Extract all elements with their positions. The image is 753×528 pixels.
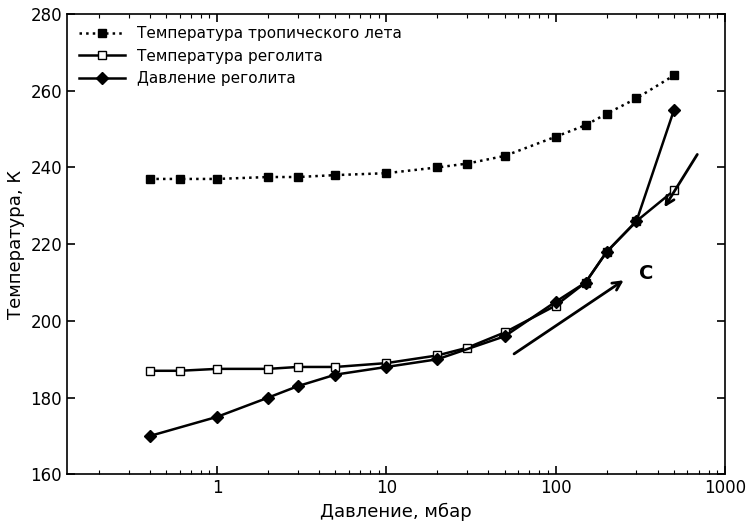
- Температура реголита: [382, 360, 391, 366]
- Давление реголита: [212, 413, 221, 420]
- Text: С: С: [639, 263, 654, 282]
- Температура тропического лета: [175, 176, 184, 182]
- Температура реголита: [581, 279, 590, 286]
- Температура реголита: [175, 367, 184, 374]
- Температура реголита: [632, 218, 641, 224]
- Line: Температура реголита: Температура реголита: [145, 186, 678, 375]
- Температура реголита: [264, 366, 273, 372]
- Line: Температура тропического лета: Температура тропического лета: [145, 71, 678, 183]
- Температура тропического лета: [264, 174, 273, 180]
- X-axis label: Давление, мбар: Давление, мбар: [320, 503, 472, 521]
- Температура тропического лета: [632, 95, 641, 101]
- Температура тропического лета: [462, 161, 471, 167]
- Legend: Температура тропического лета, Температура реголита, Давление реголита: Температура тропического лета, Температу…: [75, 22, 407, 91]
- Температура тропического лета: [669, 72, 678, 79]
- Давление реголита: [331, 372, 340, 378]
- Температура реголита: [212, 366, 221, 372]
- Температура реголита: [294, 364, 303, 370]
- Температура тропического лета: [145, 176, 154, 182]
- Давление реголита: [551, 298, 560, 305]
- Температура реголита: [331, 364, 340, 370]
- Давление реголита: [264, 394, 273, 401]
- Давление реголита: [632, 218, 641, 224]
- Давление реголита: [294, 383, 303, 389]
- Температура реголита: [602, 249, 611, 255]
- Температура тропического лета: [382, 170, 391, 176]
- Температура тропического лета: [433, 164, 442, 171]
- Line: Давление реголита: Давление реголита: [145, 106, 678, 440]
- Температура тропического лета: [331, 172, 340, 178]
- Температура тропического лета: [294, 174, 303, 180]
- Температура тропического лета: [212, 176, 221, 182]
- Давление реголита: [669, 107, 678, 113]
- Давление реголита: [500, 333, 509, 340]
- Температура реголита: [669, 187, 678, 194]
- Температура тропического лета: [602, 110, 611, 117]
- Температура реголита: [433, 352, 442, 359]
- Температура реголита: [551, 303, 560, 309]
- Давление реголита: [382, 364, 391, 370]
- Температура тропического лета: [581, 122, 590, 128]
- Температура реголита: [145, 367, 154, 374]
- Температура реголита: [500, 329, 509, 336]
- Температура тропического лета: [500, 153, 509, 159]
- Y-axis label: Температура, К: Температура, К: [7, 169, 25, 319]
- Давление реголита: [433, 356, 442, 362]
- Температура тропического лета: [551, 134, 560, 140]
- Давление реголита: [145, 433, 154, 439]
- Давление реголита: [581, 279, 590, 286]
- Температура реголита: [462, 345, 471, 351]
- Давление реголита: [602, 249, 611, 255]
